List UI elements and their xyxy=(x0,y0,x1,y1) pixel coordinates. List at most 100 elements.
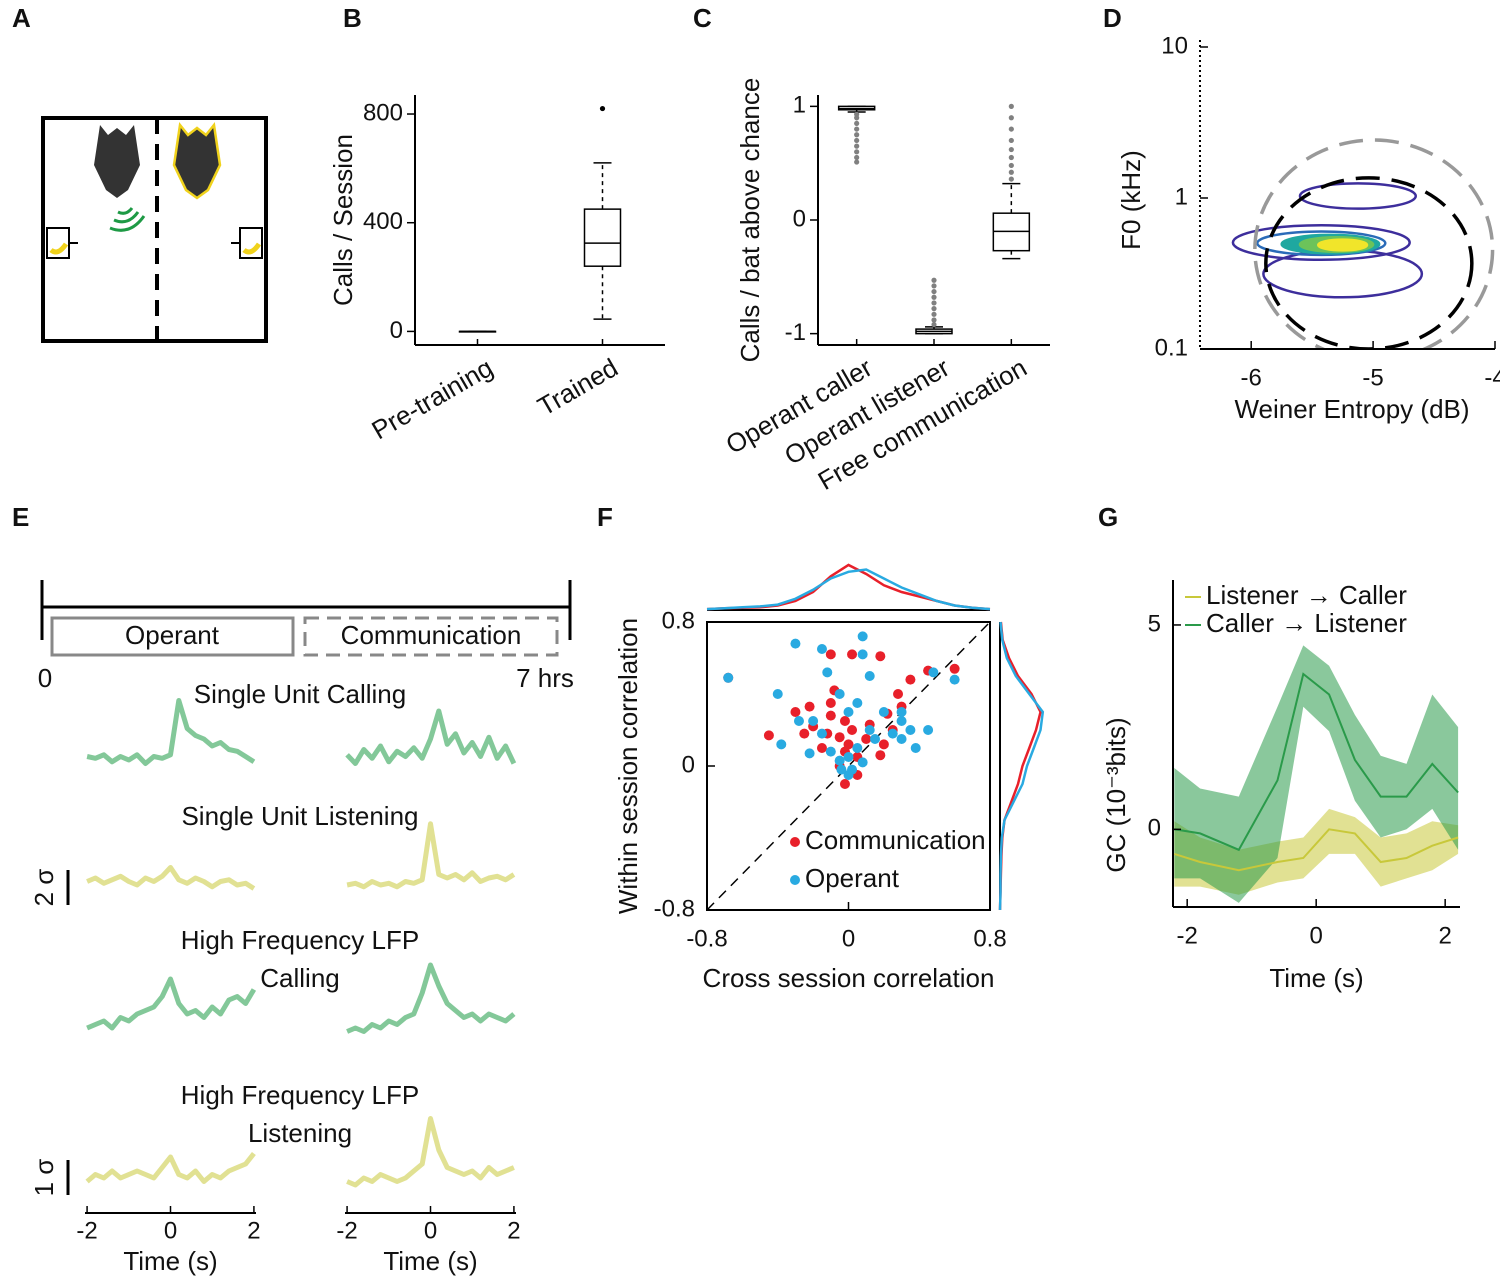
trace xyxy=(346,821,516,890)
point xyxy=(847,649,858,660)
trace xyxy=(86,976,257,1031)
bat-left xyxy=(94,125,140,198)
x-axis-label: Time (s) xyxy=(383,1246,477,1276)
box xyxy=(583,208,622,267)
x-axis-label: Cross session correlation xyxy=(703,963,995,993)
segment-label: Operant xyxy=(125,620,220,650)
point xyxy=(878,707,889,717)
x-tick-label: 2 xyxy=(247,1217,260,1244)
line xyxy=(1174,828,1459,872)
row-title: Listening xyxy=(248,1118,352,1148)
outlier xyxy=(1008,115,1014,121)
x-tick-label: -2 xyxy=(336,1217,357,1244)
point xyxy=(799,728,810,739)
legend-label: Caller → Listener xyxy=(1206,608,1407,638)
point xyxy=(825,649,836,660)
point xyxy=(910,743,921,753)
x-tick-label: 0 xyxy=(424,1217,437,1244)
point xyxy=(878,739,889,750)
point xyxy=(834,689,845,699)
outlier xyxy=(931,283,937,289)
outlier xyxy=(854,143,860,149)
y-tick-label: 800 xyxy=(363,99,403,126)
y-tick-label: 10 xyxy=(1161,32,1188,59)
segment-label: Communication xyxy=(341,620,522,650)
point xyxy=(834,755,845,766)
contour xyxy=(1231,223,1411,261)
scale-bar-label: 2 σ xyxy=(29,869,59,907)
point xyxy=(825,710,836,721)
x-tick-label: -5 xyxy=(1362,364,1383,391)
y-axis-label: Within session correlation xyxy=(613,618,643,914)
point xyxy=(864,725,875,735)
y-tick-label: 400 xyxy=(363,208,403,235)
outlier xyxy=(1008,137,1014,144)
point xyxy=(763,730,774,741)
timeline-label: 0 xyxy=(38,663,52,693)
x-tick-label: 0 xyxy=(842,925,855,952)
point xyxy=(857,631,868,642)
y-tick-label: 0 xyxy=(390,317,403,344)
legend-label: Listener → Caller xyxy=(1206,580,1407,610)
bat-body xyxy=(94,125,140,198)
trace xyxy=(86,865,256,891)
x-tick-label: 0 xyxy=(164,1217,177,1244)
outlier xyxy=(1008,162,1014,169)
point xyxy=(870,734,881,744)
point xyxy=(843,770,854,780)
trace xyxy=(346,1116,515,1188)
panel-letter: G xyxy=(1098,502,1118,532)
x-tick-label: Trained xyxy=(532,352,623,422)
x-tick-label: 2 xyxy=(1438,922,1451,949)
segment-box xyxy=(50,616,295,657)
call-waves xyxy=(109,207,146,232)
x-axis-label: Time (s) xyxy=(123,1246,217,1276)
contour xyxy=(1298,182,1418,210)
outlier xyxy=(1008,126,1014,132)
y-tick-label: 0 xyxy=(682,751,695,778)
point xyxy=(822,667,833,678)
point xyxy=(887,728,898,739)
legend-marker xyxy=(790,875,800,885)
y-axis-label: Calls / Session xyxy=(328,134,358,306)
point xyxy=(839,716,850,726)
point xyxy=(843,707,854,717)
density-top xyxy=(706,568,991,611)
boundary xyxy=(1264,176,1474,349)
boundary xyxy=(1253,138,1495,349)
x-tick-label: -6 xyxy=(1241,364,1262,391)
plot-area xyxy=(1231,138,1495,349)
contour xyxy=(1256,230,1387,257)
x-axis-label: Time (s) xyxy=(1269,963,1363,993)
point xyxy=(923,725,934,735)
point xyxy=(893,689,904,699)
point xyxy=(825,698,836,708)
point xyxy=(847,725,858,735)
point xyxy=(790,707,801,717)
row-title: Single Unit Calling xyxy=(194,679,406,709)
point xyxy=(839,779,850,789)
point xyxy=(861,734,872,744)
y-tick-label: 1 xyxy=(1175,183,1188,210)
point xyxy=(772,689,783,699)
outlier xyxy=(854,115,860,121)
outlier xyxy=(931,311,937,317)
outlier xyxy=(1008,103,1014,109)
outlier xyxy=(931,300,937,306)
x-tick-label: 0 xyxy=(1309,922,1322,949)
row-title: Single Unit Listening xyxy=(181,801,418,831)
legend-marker xyxy=(790,837,800,847)
point xyxy=(905,725,916,735)
point xyxy=(857,757,868,768)
arena xyxy=(41,116,268,343)
outlier xyxy=(854,126,860,132)
legend-label: Operant xyxy=(805,863,900,893)
point xyxy=(790,638,801,649)
outlier xyxy=(854,159,860,165)
segment-box xyxy=(303,616,559,657)
y-tick-label: 0 xyxy=(793,205,806,232)
outlier xyxy=(931,288,937,295)
row-title: High Frequency LFP xyxy=(181,1080,419,1110)
trace xyxy=(86,698,256,766)
